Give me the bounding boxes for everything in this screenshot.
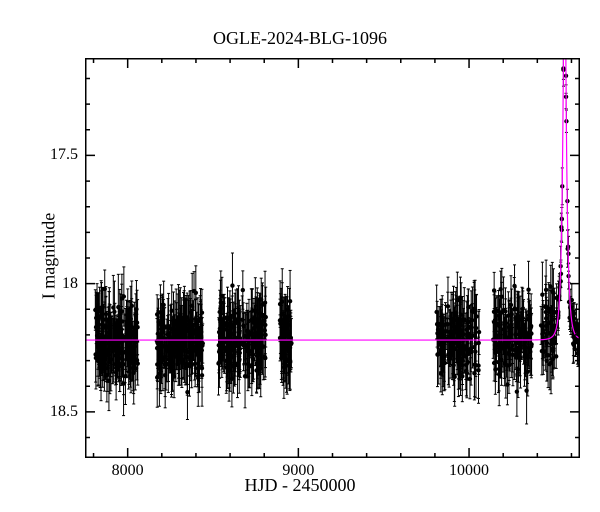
x-tick-label: 9000 xyxy=(282,462,314,480)
y-tick-label: 18.5 xyxy=(33,403,78,421)
y-tick-label: 17.5 xyxy=(33,146,78,164)
x-tick-label: 8000 xyxy=(112,462,144,480)
plot-canvas xyxy=(85,58,580,458)
chart-container: OGLE-2024-BLG-1096 I magnitude HJD - 245… xyxy=(0,0,600,512)
y-tick-label: 18 xyxy=(33,275,78,293)
chart-title: OGLE-2024-BLG-1096 xyxy=(0,28,600,49)
x-tick-label: 10000 xyxy=(449,462,489,480)
